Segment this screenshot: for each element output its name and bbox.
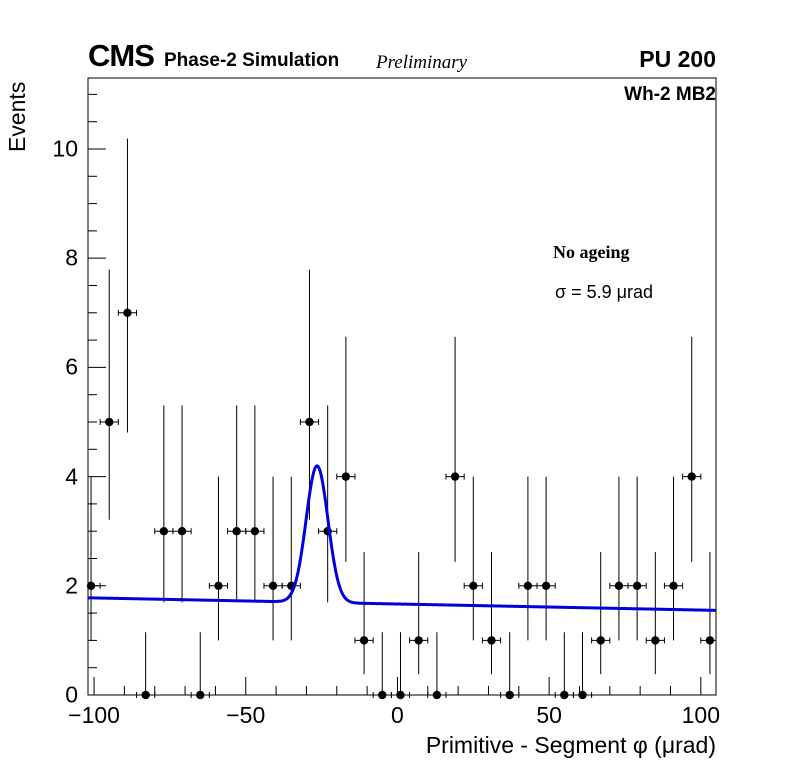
marker — [687, 472, 696, 481]
marker — [159, 526, 169, 536]
data-point — [336, 336, 356, 562]
marker — [214, 581, 223, 590]
data-point — [663, 476, 684, 641]
marker — [268, 581, 278, 590]
subtitle-label: Phase-2 Simulation — [164, 50, 340, 71]
marker — [232, 526, 241, 536]
data-point — [299, 269, 320, 520]
marker — [359, 636, 369, 645]
chamber-label: Wh-2 MB2 — [624, 84, 716, 105]
y-tick-label: 10 — [52, 135, 78, 162]
y-tick-label: 4 — [65, 463, 78, 490]
data-point — [682, 336, 702, 562]
marker — [305, 417, 314, 427]
marker — [651, 636, 660, 645]
data-point — [409, 552, 429, 675]
data-point — [518, 476, 538, 641]
y-tick-label: 0 — [65, 681, 78, 708]
data-point — [700, 552, 717, 675]
marker — [341, 472, 351, 481]
marker — [578, 690, 587, 700]
marker — [123, 308, 132, 317]
data-point — [609, 476, 629, 641]
data-point — [427, 632, 447, 700]
marker — [432, 690, 442, 700]
marker — [141, 690, 150, 700]
fit-curve — [87, 464, 717, 612]
marker — [396, 690, 405, 700]
y-axis-label: Events — [4, 81, 30, 152]
plot-frame — [87, 77, 717, 696]
marker — [469, 581, 478, 590]
data-point — [154, 405, 174, 603]
data-point — [245, 405, 265, 603]
x-tick-label: 100 — [681, 702, 721, 728]
data-points — [86, 138, 717, 700]
data-point — [463, 476, 483, 641]
marker — [560, 690, 569, 700]
marker — [523, 581, 533, 590]
y-tick-label: 2 — [65, 572, 78, 599]
data-point — [390, 632, 411, 700]
data-point — [227, 405, 247, 603]
condition-label: No ageing — [553, 242, 630, 262]
marker — [505, 690, 514, 700]
x-tick-label: 50 — [536, 702, 562, 728]
data-point — [117, 138, 138, 433]
experiment-label: CMS — [88, 38, 155, 73]
marker — [86, 581, 96, 590]
marker — [632, 581, 642, 590]
data-point — [136, 632, 156, 700]
resolution-label: σ = 5.9 μrad — [555, 282, 654, 302]
data-point — [500, 632, 520, 700]
marker — [414, 636, 423, 645]
data-point — [86, 476, 101, 641]
x-axis-label: Primitive - Segment φ (μrad) — [425, 732, 716, 758]
data-point — [627, 476, 647, 641]
data-point — [190, 632, 210, 700]
marker — [378, 690, 387, 700]
data-point — [481, 552, 502, 675]
x-tick-label: −100 — [68, 702, 120, 728]
x-tick-label: 0 — [391, 702, 404, 728]
marker — [487, 636, 496, 645]
marker — [614, 581, 624, 590]
data-point — [372, 632, 392, 700]
data-point — [354, 552, 374, 675]
data-point — [281, 476, 301, 641]
data-point — [591, 552, 611, 675]
marker — [705, 636, 715, 645]
marker — [541, 581, 551, 590]
data-point — [263, 476, 283, 641]
marker — [669, 581, 678, 590]
data-point — [445, 336, 465, 562]
data-point — [536, 476, 556, 641]
marker — [177, 526, 187, 536]
marker — [250, 526, 260, 536]
data-point — [172, 405, 192, 603]
x-tick-label: −50 — [226, 702, 266, 728]
marker — [596, 636, 605, 645]
data-point — [645, 552, 665, 675]
marker — [450, 472, 460, 481]
marker — [105, 417, 114, 427]
data-point — [208, 476, 229, 641]
marker — [196, 690, 205, 700]
y-tick-label: 6 — [65, 353, 78, 380]
data-point — [554, 632, 574, 700]
y-tick-label: 8 — [65, 244, 78, 271]
status-label: Preliminary — [376, 52, 468, 73]
data-point — [318, 405, 338, 603]
data-point — [572, 632, 593, 700]
pileup-label: PU 200 — [639, 46, 716, 72]
data-point — [99, 269, 119, 520]
